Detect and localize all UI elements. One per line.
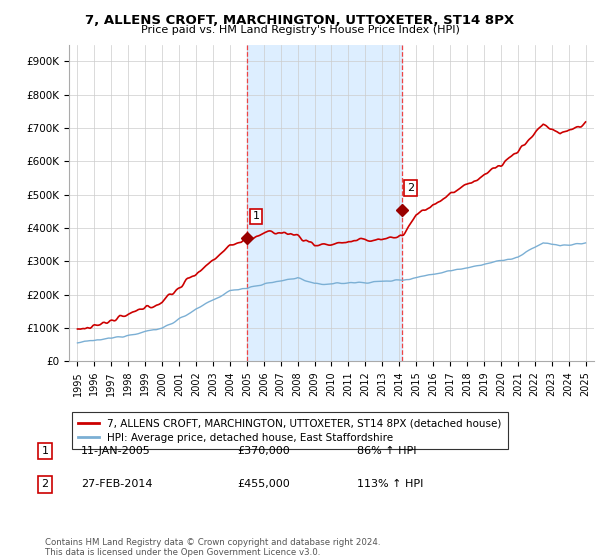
Text: 113% ↑ HPI: 113% ↑ HPI	[357, 479, 424, 489]
Text: Contains HM Land Registry data © Crown copyright and database right 2024.
This d: Contains HM Land Registry data © Crown c…	[45, 538, 380, 557]
Text: 1: 1	[253, 211, 259, 221]
Bar	[247, 45, 402, 361]
Text: 86% ↑ HPI: 86% ↑ HPI	[357, 446, 416, 456]
Legend: 7, ALLENS CROFT, MARCHINGTON, UTTOXETER, ST14 8PX (detached house), HPI: Average: 7, ALLENS CROFT, MARCHINGTON, UTTOXETER,…	[71, 412, 508, 449]
Text: £370,000: £370,000	[237, 446, 290, 456]
Text: £455,000: £455,000	[237, 479, 290, 489]
Text: 7, ALLENS CROFT, MARCHINGTON, UTTOXETER, ST14 8PX: 7, ALLENS CROFT, MARCHINGTON, UTTOXETER,…	[85, 14, 515, 27]
Text: Price paid vs. HM Land Registry's House Price Index (HPI): Price paid vs. HM Land Registry's House …	[140, 25, 460, 35]
Text: 1: 1	[41, 446, 49, 456]
Text: 11-JAN-2005: 11-JAN-2005	[81, 446, 151, 456]
Text: 27-FEB-2014: 27-FEB-2014	[81, 479, 152, 489]
Text: 2: 2	[407, 183, 414, 193]
Text: 2: 2	[41, 479, 49, 489]
